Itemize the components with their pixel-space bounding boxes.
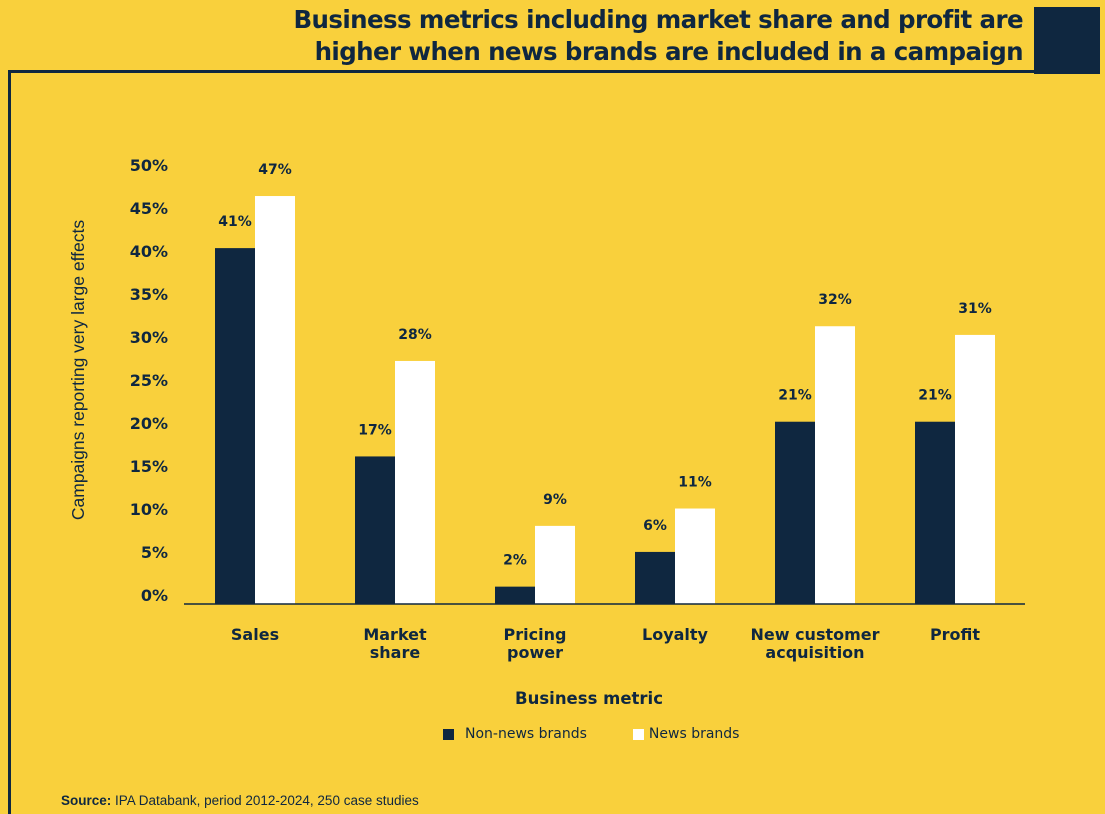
- bar-non-news: [915, 421, 955, 604]
- bar-non-news: [775, 421, 815, 604]
- bar-news: [955, 334, 995, 604]
- y-axis-ticks: 0% 5% 10% 15% 20% 25% 30% 35% 40% 45% 50%: [130, 156, 168, 605]
- bar-non-news: [495, 586, 535, 604]
- bar-non-news: [355, 456, 395, 604]
- y-tick-label: 15%: [130, 457, 168, 476]
- data-label: 21%: [918, 388, 952, 404]
- data-label: 31%: [958, 301, 992, 317]
- data-label: 17%: [358, 422, 392, 438]
- y-tick-label: 45%: [130, 199, 168, 218]
- bars: [215, 196, 995, 605]
- category-label: Sales: [231, 625, 279, 644]
- data-label: 41%: [218, 214, 252, 230]
- y-tick-label: 10%: [130, 500, 168, 519]
- category-label: share: [370, 643, 421, 662]
- source-text: IPA Databank, period 2012-2024, 250 case…: [115, 793, 419, 808]
- data-label: 21%: [778, 388, 812, 404]
- bar-non-news: [215, 248, 255, 604]
- source-note: Source: IPA Databank, period 2012-2024, …: [61, 793, 419, 808]
- category-label: Pricing: [504, 625, 567, 644]
- category-label: Profit: [930, 625, 980, 644]
- data-label: 28%: [398, 327, 432, 343]
- legend-label-news: News brands: [648, 726, 740, 742]
- bar-news: [395, 360, 435, 604]
- y-tick-label: 5%: [141, 543, 168, 562]
- category-label: acquisition: [765, 643, 864, 662]
- legend-swatch-news: [632, 728, 644, 740]
- data-label: 11%: [678, 475, 712, 491]
- data-label: 9%: [543, 492, 567, 508]
- data-label: 6%: [643, 518, 667, 534]
- x-axis-title: Business metric: [515, 689, 663, 708]
- y-tick-label: 30%: [130, 328, 168, 347]
- data-label: 47%: [258, 162, 292, 178]
- chart-title: Business metrics including market share …: [293, 4, 1023, 68]
- data-label: 2%: [503, 553, 527, 569]
- legend-item-non-news[interactable]: Non-news brands: [443, 726, 587, 742]
- y-axis-title: Campaigns reporting very large effects: [68, 220, 88, 520]
- y-tick-label: 35%: [130, 285, 168, 304]
- frame-top-border: [8, 70, 1038, 73]
- y-tick-label: 40%: [130, 242, 168, 261]
- legend-swatch-non-news: [443, 728, 454, 740]
- category-label: power: [507, 643, 563, 662]
- data-labels: 41% 47% 17% 28% 2% 9% 6% 11% 21% 32% 21% 31%: [218, 162, 992, 569]
- category-label: Loyalty: [642, 625, 709, 644]
- frame-left-border: [8, 70, 11, 814]
- y-tick-label: 25%: [130, 371, 168, 390]
- legend-label-non-news: Non-news brands: [465, 726, 587, 742]
- y-tick-label: 0%: [141, 586, 168, 605]
- y-tick-label: 50%: [130, 156, 168, 175]
- bar-news: [675, 508, 715, 604]
- bar-non-news: [635, 551, 675, 604]
- bar-news: [535, 525, 575, 604]
- legend: Non-news brands News brands: [443, 726, 739, 742]
- data-label: 32%: [818, 292, 852, 308]
- title-line-1: Business metrics including market share …: [293, 5, 1023, 34]
- bar-news: [255, 196, 295, 605]
- source-label: Source:: [61, 793, 112, 808]
- corner-decoration-block: [1034, 7, 1100, 74]
- y-tick-label: 20%: [130, 414, 168, 433]
- category-label: Market: [363, 625, 427, 644]
- category-label: New customer: [750, 625, 879, 644]
- legend-item-news[interactable]: News brands: [632, 726, 740, 742]
- bar-news: [815, 326, 855, 604]
- title-line-2: higher when news brands are included in …: [314, 37, 1024, 66]
